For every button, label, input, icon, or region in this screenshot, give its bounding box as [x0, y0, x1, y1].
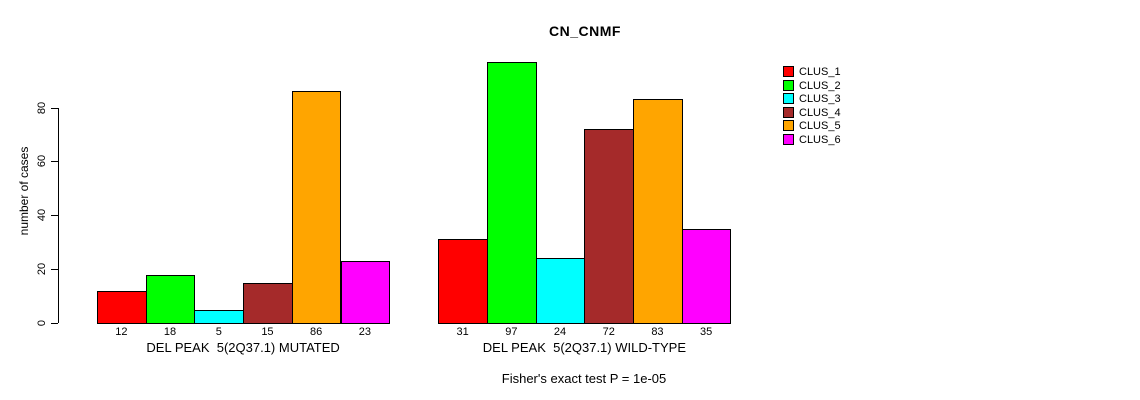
- y-tick-label: 60: [36, 155, 48, 168]
- chart-title: CN_CNMF: [549, 23, 621, 39]
- bar-clus_2-group2: [487, 61, 537, 324]
- bar-clus_3-group1: [194, 309, 245, 324]
- y-tick-label: 20: [36, 263, 48, 276]
- bar-value-label: 97: [505, 326, 518, 338]
- bar-value-label: 86: [310, 326, 323, 338]
- bar-clus_6-group1: [340, 261, 391, 324]
- legend-swatch-clus_3: [783, 93, 794, 105]
- y-axis-line: [58, 107, 59, 323]
- legend-swatch-clus_1: [783, 66, 794, 77]
- legend-label: CLUS_4: [799, 106, 841, 119]
- bar-value-label: 83: [651, 326, 664, 338]
- bar-value-label: 12: [115, 326, 128, 338]
- y-tick: [51, 269, 58, 271]
- legend-swatch-clus_6: [783, 134, 794, 145]
- bar-clus_4-group2: [584, 129, 635, 324]
- legend-swatch-clus_5: [783, 120, 794, 132]
- y-tick-label: 0: [36, 319, 48, 327]
- bar-value-label: 18: [163, 326, 177, 338]
- y-axis-label: number of cases: [17, 146, 31, 236]
- y-tick: [51, 323, 58, 324]
- group-axis-label: DEL PEAK 5(2Q37.1) MUTATED: [146, 340, 340, 355]
- bar-clus_1-group2: [438, 239, 488, 324]
- legend-label: CLUS_5: [799, 120, 841, 133]
- bar-clus_2-group1: [145, 274, 196, 324]
- legend-label: CLUS_6: [799, 134, 841, 146]
- bar-value-label: 31: [456, 326, 469, 338]
- bar-value-label: 23: [358, 326, 371, 338]
- y-tick: [51, 161, 58, 163]
- legend-label: CLUS_3: [799, 93, 841, 106]
- bar-clus_6-group2: [681, 228, 732, 324]
- bar-clus_3-group2: [535, 258, 586, 324]
- y-tick-label: 40: [36, 209, 48, 222]
- y-tick: [51, 107, 58, 109]
- bar-clus_5-group1: [291, 91, 342, 324]
- bar-value-label: 5: [215, 326, 222, 338]
- y-tick-label: 80: [36, 101, 48, 114]
- y-tick: [51, 215, 58, 217]
- group-axis-label: DEL PEAK 5(2Q37.1) WILD-TYPE: [482, 340, 687, 355]
- legend-label: CLUS_2: [799, 79, 841, 92]
- bar-clus_4-group1: [243, 282, 293, 324]
- bar-value-label: 15: [261, 326, 274, 338]
- bar-clus_1-group1: [97, 290, 147, 324]
- legend-swatch-clus_4: [783, 106, 794, 118]
- bar-value-label: 35: [700, 326, 713, 338]
- stat-annotation: Fisher's exact test P = 1e-05: [501, 371, 667, 386]
- legend-swatch-clus_2: [783, 79, 794, 91]
- legend-label: CLUS_1: [799, 66, 841, 78]
- bar-value-label: 24: [553, 326, 567, 338]
- bar-value-label: 72: [602, 326, 615, 338]
- bar-clus_5-group2: [633, 99, 683, 324]
